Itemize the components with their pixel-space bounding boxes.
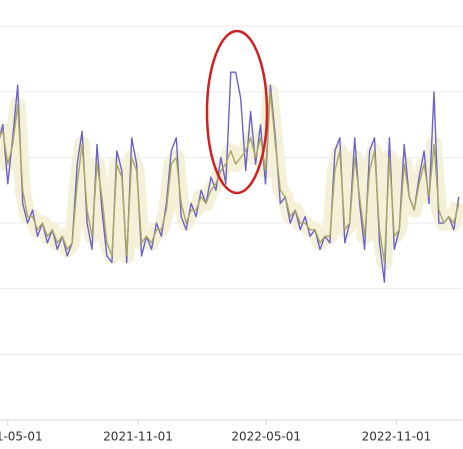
x-axis: 2021-05-01 2021-11-01 2022-05-01 2022-11-01 xyxy=(0,420,431,444)
x-tick-label: 2022-11-01 xyxy=(362,430,432,444)
series-line xyxy=(0,91,460,264)
plot-area xyxy=(0,71,463,283)
highlight-ellipse xyxy=(205,29,269,195)
series-line xyxy=(0,71,460,283)
x-tick-label: 2021-11-01 xyxy=(103,430,173,444)
x-tick-label: 2021-05-01 xyxy=(0,430,43,444)
x-tick-label: 2022-05-01 xyxy=(231,430,301,444)
